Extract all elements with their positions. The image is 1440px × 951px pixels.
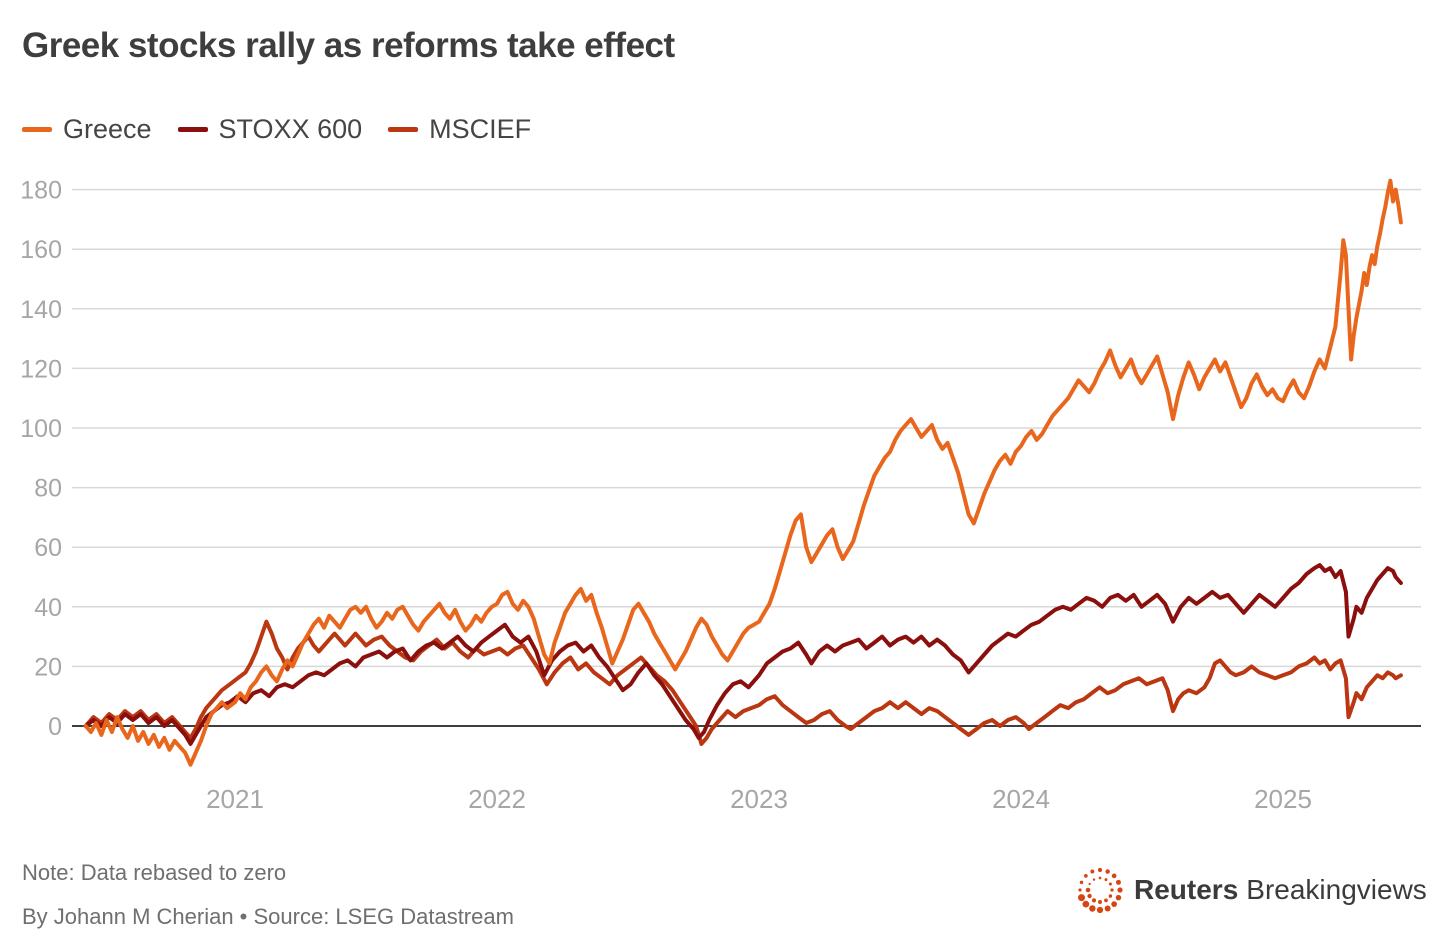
chart-note: Note: Data rebased to zero [22, 860, 287, 885]
logo-dot [1117, 887, 1123, 893]
logo-dot [1085, 887, 1091, 893]
logo-dot [1096, 906, 1104, 914]
y-axis-tick-label: 80 [34, 475, 62, 503]
logo-dot [1079, 880, 1084, 885]
logo-dot [1104, 878, 1108, 882]
logo-dot [1088, 882, 1091, 886]
logo-suffix-text: Breakingviews [1246, 874, 1427, 905]
x-axis-tick-label: 2023 [730, 784, 788, 814]
logo-dot [1115, 879, 1121, 885]
y-axis-tick-label: 60 [34, 534, 62, 562]
legend-swatch-mscief-icon [388, 127, 419, 132]
logo-dot [1105, 869, 1110, 874]
legend-item-stoxx600: STOXX 600 [177, 114, 363, 145]
logo-dot [1098, 876, 1102, 880]
chart-legend: Greece STOXX 600 MSCIEF [22, 114, 557, 145]
logo-dot [1108, 894, 1113, 898]
reuters-breakingviews-logo: Reuters Breakingviews [1074, 864, 1427, 916]
y-axis-tick-label: 40 [34, 594, 62, 622]
logo-dot [1104, 898, 1108, 903]
x-axis-labels: 2021 2022 2023 2024 2025 [206, 784, 1312, 814]
series-line-stoxx-600 [83, 563, 1403, 746]
logo-dot [1111, 901, 1118, 908]
logo-dot [1108, 882, 1112, 886]
logo-dot [1115, 894, 1122, 901]
y-axis-tick-label: 20 [34, 653, 62, 681]
logo-dot [1104, 905, 1111, 912]
x-axis-tick-label: 2024 [992, 784, 1050, 814]
logo-dot [1078, 894, 1086, 902]
legend-label-mscief: MSCIEF [429, 114, 532, 144]
gridlines [72, 188, 1421, 727]
logo-dot [1084, 874, 1088, 878]
logo-dot [1090, 869, 1095, 874]
x-axis-tick-label: 2022 [468, 784, 526, 814]
logo-dot [1097, 867, 1103, 873]
legend-label-greece: Greece [63, 114, 152, 144]
y-axis-tick-label: 100 [20, 415, 62, 443]
series-line-mscief [83, 619, 1403, 746]
logo-dot [1098, 900, 1102, 904]
legend-item-greece: Greece [22, 114, 152, 145]
legend-label-stoxx600: STOXX 600 [218, 114, 363, 144]
logo-dot [1110, 888, 1114, 892]
logo-dot [1089, 905, 1096, 912]
logo-dot [1078, 888, 1082, 892]
legend-swatch-greece-icon [22, 127, 52, 132]
x-axis-tick-label: 2021 [206, 784, 264, 814]
logo-dot [1111, 873, 1117, 879]
chart-byline: By Johann M Cherian • Source: LSEG Datas… [22, 904, 514, 929]
reuters-dotted-circle-icon [1078, 867, 1123, 914]
legend-swatch-stoxx600-icon [177, 127, 208, 132]
series-lines [83, 178, 1403, 767]
y-axis-tick-label: 180 [20, 177, 62, 205]
page-title: Greek stocks rally as reforms take effec… [22, 26, 675, 65]
y-axis-tick-label: 160 [20, 236, 62, 264]
logo-dot [1092, 878, 1096, 881]
logo-brand-text: Reuters [1134, 874, 1239, 905]
y-axis-tick-label: 0 [48, 713, 62, 741]
y-axis-tick-label: 140 [20, 296, 62, 324]
x-axis-tick-label: 2025 [1254, 784, 1312, 814]
logo-dot [1082, 900, 1090, 908]
y-axis-tick-label: 120 [20, 355, 62, 383]
y-axis-labels: 0 20 40 60 80 100 120 140 160 180 [20, 177, 62, 741]
legend-item-mscief: MSCIEF [388, 114, 531, 145]
logo-dot [1091, 898, 1097, 903]
logo-dot [1087, 893, 1092, 899]
series-line-greece [83, 178, 1403, 767]
